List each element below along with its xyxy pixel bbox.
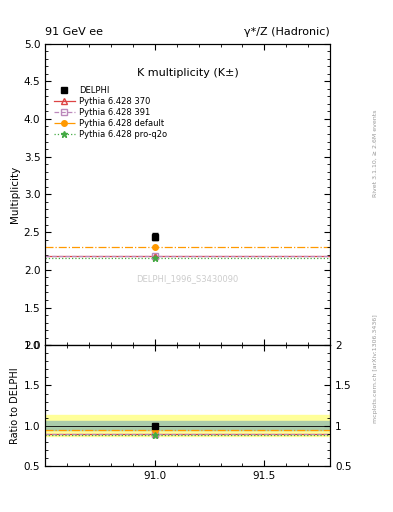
Text: Rivet 3.1.10, ≥ 2.6M events: Rivet 3.1.10, ≥ 2.6M events — [373, 110, 378, 197]
Text: 91 GeV ee: 91 GeV ee — [45, 27, 103, 37]
Y-axis label: Multiplicity: Multiplicity — [9, 166, 20, 223]
Text: DELPHI_1996_S3430090: DELPHI_1996_S3430090 — [136, 274, 239, 283]
Legend: DELPHI, Pythia 6.428 370, Pythia 6.428 391, Pythia 6.428 default, Pythia 6.428 p: DELPHI, Pythia 6.428 370, Pythia 6.428 3… — [52, 84, 169, 141]
Text: γ*/Z (Hadronic): γ*/Z (Hadronic) — [244, 27, 330, 37]
Bar — [45, 415, 330, 436]
Text: K multiplicity (K±): K multiplicity (K±) — [137, 68, 239, 78]
Text: mcplots.cern.ch [arXiv:1306.3436]: mcplots.cern.ch [arXiv:1306.3436] — [373, 314, 378, 423]
Y-axis label: Ratio to DELPHI: Ratio to DELPHI — [9, 367, 20, 444]
Bar — [45, 421, 330, 430]
